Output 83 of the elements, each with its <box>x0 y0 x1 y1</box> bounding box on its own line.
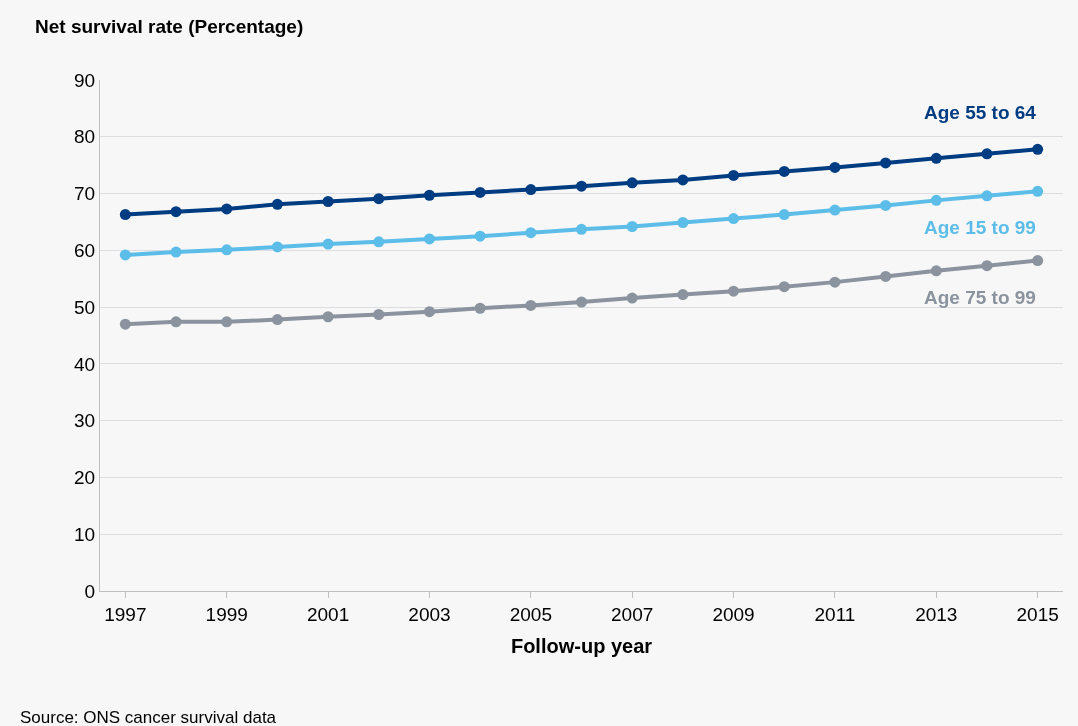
point <box>728 285 740 297</box>
series-label: Age 55 to 64 <box>924 102 1037 123</box>
point <box>474 302 486 314</box>
x-tick-label: 2009 <box>712 603 755 625</box>
point <box>728 213 740 225</box>
point <box>880 157 892 169</box>
point <box>423 306 435 318</box>
point <box>271 241 283 253</box>
point <box>271 314 283 326</box>
point <box>981 148 993 160</box>
point <box>170 206 182 218</box>
point <box>930 265 942 277</box>
point <box>880 270 892 282</box>
x-axis-title: Follow-up year <box>510 635 653 658</box>
y-tick-label: 20 <box>74 467 96 489</box>
point <box>778 165 790 177</box>
x-tick-label: 2005 <box>509 603 552 625</box>
point <box>119 209 131 221</box>
x-tick-label: 2001 <box>306 603 350 625</box>
series-label: Age 75 to 99 <box>924 287 1036 308</box>
point <box>221 203 233 215</box>
point <box>322 311 334 323</box>
y-tick-label: 70 <box>74 183 96 205</box>
point <box>930 194 942 206</box>
source-note: Source: ONS cancer survival data <box>20 708 277 726</box>
point <box>525 299 537 311</box>
point <box>626 177 638 189</box>
point <box>474 230 486 242</box>
point <box>930 152 942 164</box>
point <box>626 292 638 304</box>
point <box>677 174 689 186</box>
point <box>880 199 892 211</box>
y-tick-label: 90 <box>74 69 96 91</box>
x-tick-label: 2015 <box>1016 603 1059 625</box>
point <box>170 246 182 258</box>
point <box>1032 255 1044 267</box>
point <box>1032 143 1044 155</box>
point <box>576 180 587 192</box>
x-tick-label: 2003 <box>408 603 451 625</box>
point <box>981 190 993 202</box>
y-tick-label: 10 <box>74 523 96 545</box>
point <box>423 233 435 245</box>
point <box>170 316 182 328</box>
point <box>525 184 537 196</box>
point <box>677 217 689 229</box>
y-axis-title: Net survival rate (Percentage) <box>35 16 304 37</box>
point <box>626 220 638 232</box>
x-tick-label: 2013 <box>915 603 958 625</box>
point <box>322 196 334 207</box>
point <box>322 238 334 250</box>
point <box>271 198 283 210</box>
point <box>1032 185 1044 197</box>
y-tick-label: 80 <box>74 126 96 148</box>
point <box>373 193 385 205</box>
point <box>829 161 841 173</box>
y-tick-label: 30 <box>74 410 96 432</box>
x-tick-label: 1997 <box>104 603 147 625</box>
point <box>576 223 587 235</box>
x-tick-label: 1999 <box>205 603 248 625</box>
point <box>474 186 486 198</box>
point <box>728 169 740 181</box>
x-tick-label: 2011 <box>814 603 856 625</box>
point <box>981 260 993 272</box>
point <box>829 276 841 288</box>
point <box>221 244 233 256</box>
y-tick-label: 50 <box>74 296 96 318</box>
point <box>119 249 131 261</box>
point <box>778 209 790 221</box>
y-tick-label: 40 <box>74 353 96 375</box>
point <box>778 281 790 293</box>
point <box>829 204 841 216</box>
series-label: Age 15 to 99 <box>924 217 1036 238</box>
point <box>119 318 131 330</box>
point <box>373 308 385 320</box>
y-tick-label: 60 <box>74 239 96 261</box>
point <box>525 227 537 239</box>
point <box>221 316 233 328</box>
point <box>423 189 435 201</box>
x-tick-label: 2007 <box>611 603 654 625</box>
point <box>373 236 385 248</box>
point <box>677 289 689 301</box>
y-tick-label: 0 <box>84 580 96 602</box>
point <box>576 296 587 308</box>
